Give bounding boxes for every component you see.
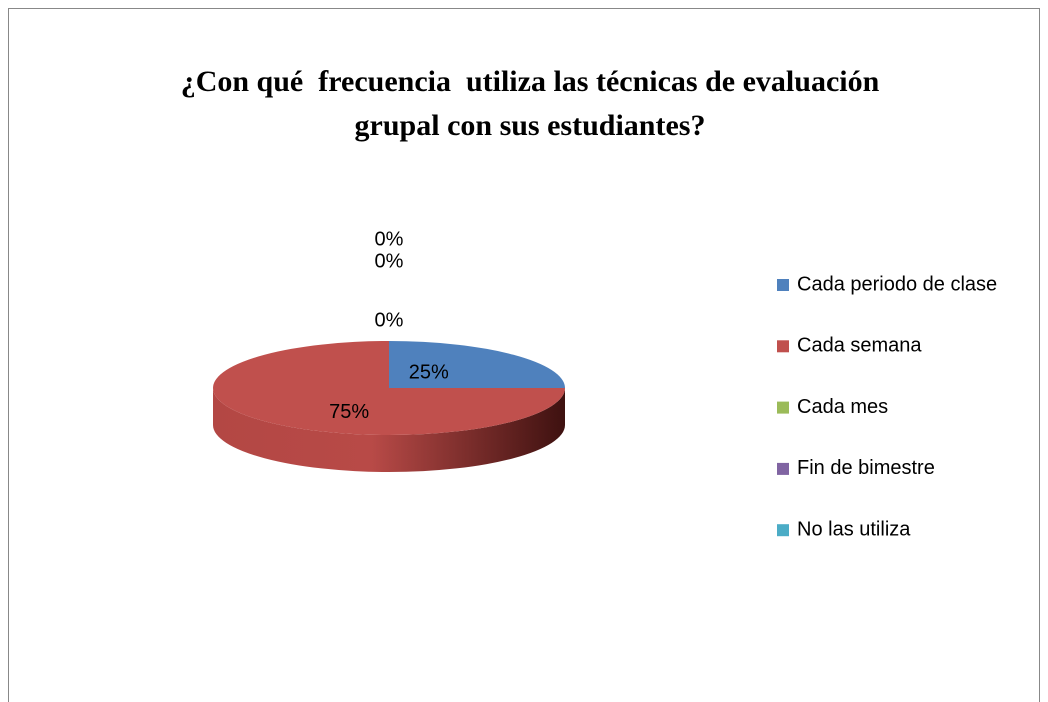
legend-swatch (777, 524, 789, 537)
data-label: 25% (409, 361, 449, 383)
legend-label: Cada periodo de clase (797, 273, 997, 295)
chart-title: ¿Con qué frecuencia utiliza las técnicas… (180, 65, 887, 142)
slice (213, 341, 565, 435)
legend-swatch (777, 462, 789, 475)
data-label: 0% (375, 228, 404, 250)
data-label: 0% (375, 309, 404, 331)
legend-label: No las utiliza (797, 518, 911, 540)
legend-label: Cada semana (797, 335, 922, 357)
slice-side (213, 388, 565, 472)
data-label: 0% (375, 250, 404, 272)
legend-swatch (777, 340, 789, 353)
data-label: 75% (329, 401, 369, 423)
legend-swatch (777, 279, 789, 291)
slice (389, 341, 565, 388)
legend-label: Fin de bimestre (797, 457, 935, 479)
legend-swatch (777, 401, 789, 414)
legend-label: Cada mes (797, 396, 888, 418)
